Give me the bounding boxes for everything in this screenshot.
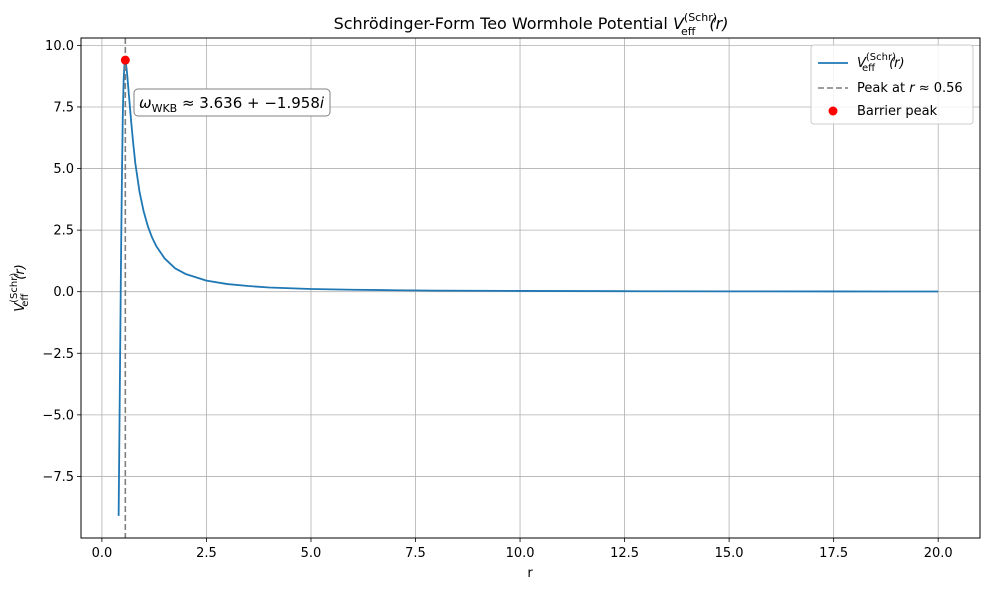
x-tick-label: 12.5 (610, 546, 639, 561)
legend-label-potential: V(Schr) eff (r) (857, 52, 905, 74)
annotation-box (133, 88, 331, 117)
legend-label-peak: Peak at r ≈ 0.56 (857, 81, 963, 96)
y-tick-label: 7.5 (53, 100, 74, 115)
y-tick-label: 2.5 (53, 224, 74, 239)
y-tick-label: 5.0 (53, 162, 74, 177)
wkb-annotation: ωWKB ≈ 3.636 + −1.958i (133, 88, 331, 117)
series-layer (117, 38, 939, 538)
legend-marker-barrier (828, 106, 838, 116)
x-tick-label: 7.5 (405, 546, 426, 561)
y-tick-label: −2.5 (42, 347, 74, 362)
x-tick-label: 0.0 (92, 546, 113, 561)
legend: V(Schr) eff (r) Peak at r ≈ 0.56 Barrier p… (810, 44, 974, 125)
annotation-text: ωWKB ≈ 3.636 + −1.958i (139, 94, 325, 115)
x-axis-label: r (527, 566, 533, 581)
x-tick-label: 10.0 (506, 546, 535, 561)
legend-label-barrier: Barrier peak (857, 104, 938, 119)
y-tick-label: 0.0 (53, 285, 74, 300)
legend-box (810, 44, 974, 125)
y-axis-ticks: −7.5 −5.0 −2.5 0.0 2.5 5.0 7.5 10.0 (42, 39, 81, 485)
plot-frame (80, 37, 981, 539)
y-axis-label: V(Schr)eff(r) (9, 264, 31, 312)
x-tick-label: 2.5 (196, 546, 217, 561)
x-tick-label: 20.0 (924, 546, 953, 561)
legend-entry-peak: Peak at r ≈ 0.56 (818, 81, 963, 96)
series-line-potential (117, 59, 939, 516)
x-tick-label: 15.0 (715, 546, 744, 561)
y-tick-label: 10.0 (45, 39, 74, 54)
y-tick-label: −5.0 (42, 408, 74, 423)
x-axis-ticks: 0.0 2.5 5.0 7.5 10.0 12.5 15.0 17.5 20.0 (92, 538, 953, 561)
legend-entry-potential: V(Schr) eff (r) (818, 52, 905, 74)
barrier-peak-point (120, 55, 130, 65)
x-tick-label: 17.5 (819, 546, 848, 561)
x-tick-label: 5.0 (301, 546, 322, 561)
chart-title: Schrödinger-Form Teo Wormhole Potential … (334, 11, 729, 38)
legend-entry-barrier: Barrier peak (828, 104, 938, 119)
y-tick-label: −7.5 (42, 470, 74, 485)
